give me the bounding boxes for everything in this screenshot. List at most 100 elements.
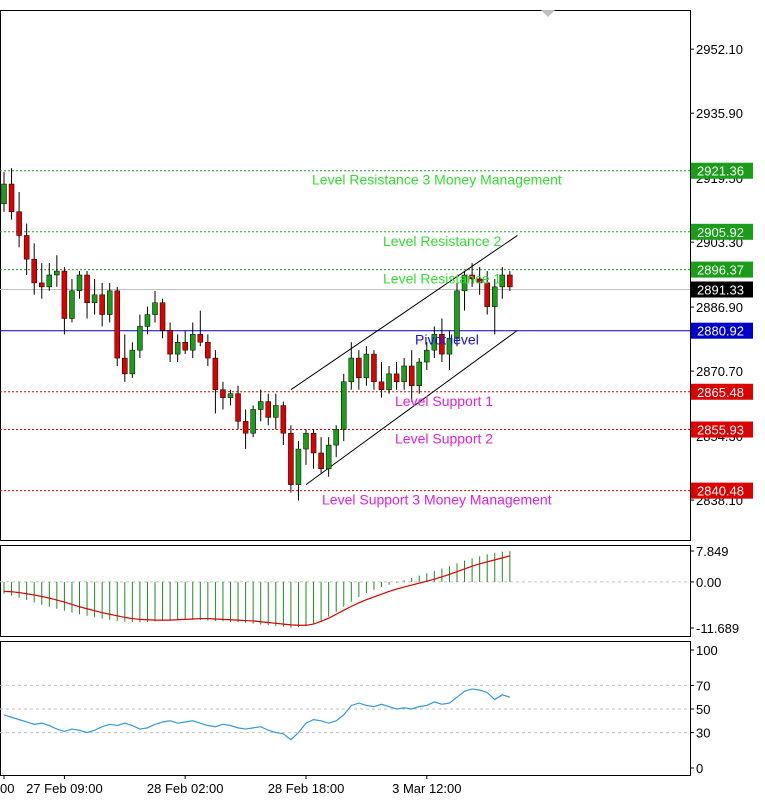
candle-body — [61, 270, 68, 319]
candle-body — [137, 326, 143, 351]
rsi-tick-label: 0 — [696, 761, 703, 776]
time-tick-label: 28 Feb 18:00 — [268, 781, 345, 796]
price-pane[interactable]: 2952.102935.902919.502903.302886.902870.… — [0, 10, 753, 541]
level-price-badge: 2865.48 — [697, 385, 744, 400]
candle-body — [401, 365, 407, 383]
level-label: Level Support 1 — [395, 393, 493, 409]
macd-tick-label: 7.849 — [696, 544, 729, 559]
candle-body — [122, 357, 128, 375]
candle-body — [212, 357, 219, 390]
candle-body — [476, 278, 483, 284]
candle-body — [235, 393, 241, 422]
level-label: Level Support 2 — [395, 431, 493, 447]
candle-body — [310, 432, 317, 454]
candle-body — [227, 393, 234, 398]
level-label: Level Resistance 3 Money Management — [312, 172, 562, 188]
candle-body — [76, 274, 83, 292]
candle-body — [295, 448, 302, 485]
candle-body — [265, 401, 271, 418]
candle-body — [386, 373, 392, 390]
candle-body — [356, 357, 362, 379]
channel-upper-line — [290, 235, 518, 391]
level-price-badge-bg — [691, 383, 753, 400]
macd-pane[interactable]: 7.849 0.00 -11.689 — [0, 544, 739, 637]
candle-body — [197, 334, 204, 343]
rsi-tick-label: 100 — [696, 643, 718, 658]
candle-body — [182, 341, 188, 351]
candle-body — [333, 429, 339, 446]
candle-body — [99, 294, 105, 315]
candle-body — [416, 361, 422, 386]
time-tick-label: 28 Feb 02:00 — [147, 781, 224, 796]
level-price-badge-bg — [691, 421, 753, 438]
current-price-badge: 2891.33 — [697, 283, 744, 298]
candle-body — [84, 274, 90, 303]
candle-body — [159, 302, 166, 331]
shift-marker-icon — [541, 10, 555, 17]
candle-body — [144, 314, 151, 327]
candle-body — [484, 282, 490, 307]
candle-body — [152, 302, 158, 315]
candle-body — [446, 338, 453, 355]
time-tick-label: 27 Feb 09:00 — [26, 781, 103, 796]
candle-body — [190, 334, 196, 351]
candle-body — [1, 183, 7, 205]
candle-body — [250, 409, 256, 434]
level-price-badge: 2840.48 — [697, 484, 744, 499]
candle-body — [106, 290, 113, 315]
candle-body — [454, 290, 460, 339]
candle-body — [325, 444, 332, 470]
price-tick-label: 2935.90 — [696, 106, 743, 121]
level-price-badge-bg — [691, 223, 753, 240]
channel-lower-line — [305, 329, 518, 486]
level-label: Level Resistance 1 — [383, 271, 502, 287]
candle-body — [393, 373, 400, 383]
candle-body — [378, 381, 385, 390]
candle-body — [257, 401, 264, 410]
level-label: Level Resistance 2 — [383, 233, 502, 249]
level-price-badge-bg — [691, 261, 753, 278]
macd-tick-label: -11.689 — [696, 621, 739, 636]
candle-body — [167, 330, 173, 355]
price-tick-label: 2870.70 — [696, 364, 743, 379]
macd-pane-border — [0, 545, 691, 637]
candle-body — [23, 235, 30, 260]
time-axis: 00 27 Feb 09:00 28 Feb 02:00 28 Feb 18:00 3 … — [0, 775, 461, 796]
candle-body — [288, 432, 294, 485]
candle-body — [16, 211, 22, 236]
candle-body — [341, 381, 347, 430]
candle-body — [273, 405, 279, 418]
candle-body — [439, 334, 445, 355]
candle-body — [371, 353, 377, 383]
level-label: Level Support 3 Money Management — [322, 492, 552, 508]
candle-body — [69, 290, 75, 319]
candle-body — [8, 183, 15, 212]
candle-body — [129, 349, 136, 375]
level-price-badge: 2921.36 — [697, 164, 744, 179]
candle-body — [499, 274, 506, 288]
candle-body — [242, 421, 249, 434]
rsi-line — [3, 688, 511, 741]
candle-body — [303, 432, 309, 450]
candle-body — [54, 270, 60, 276]
price-tick-label: 2952.10 — [696, 42, 743, 57]
candle-body — [31, 258, 37, 284]
level-price-badge: 2880.92 — [697, 324, 744, 339]
macd-signal-line — [3, 555, 511, 626]
current-price-badge-bg — [691, 281, 753, 298]
level-price-badge-bg — [691, 322, 753, 339]
candle-body — [431, 334, 438, 351]
candle-body — [46, 274, 53, 288]
rsi-pane[interactable]: 100 70 50 30 0 — [0, 641, 718, 777]
rsi-tick-label: 50 — [696, 702, 710, 717]
candle-body — [424, 349, 430, 363]
candle-body — [91, 294, 98, 303]
candle-body — [114, 290, 120, 359]
level-price-badge: 2905.92 — [697, 225, 744, 240]
level-price-badge-bg — [691, 162, 753, 179]
candle-body — [461, 274, 468, 292]
price-pane-border — [0, 10, 691, 541]
candle-body — [205, 341, 211, 359]
candle-body — [220, 389, 226, 398]
